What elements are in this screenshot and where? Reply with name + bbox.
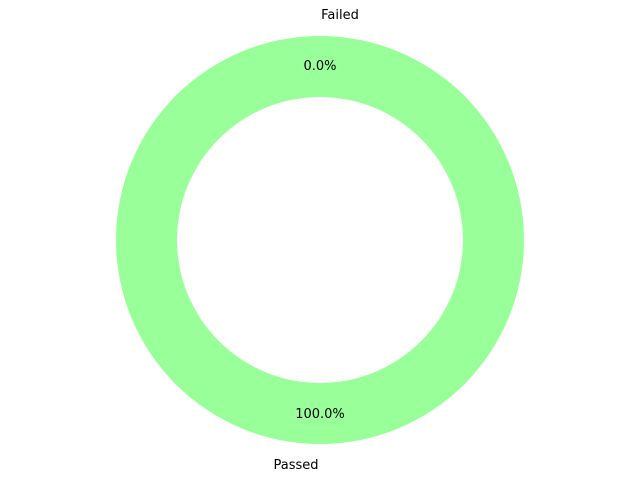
percent-label-passed: 100.0% <box>295 407 345 422</box>
percent-label-failed: 0.0% <box>303 59 336 74</box>
chart-slices <box>116 36 524 444</box>
category-label-passed: Passed <box>273 458 318 473</box>
category-label-failed: Failed <box>321 8 359 23</box>
slice-passed <box>116 36 524 444</box>
